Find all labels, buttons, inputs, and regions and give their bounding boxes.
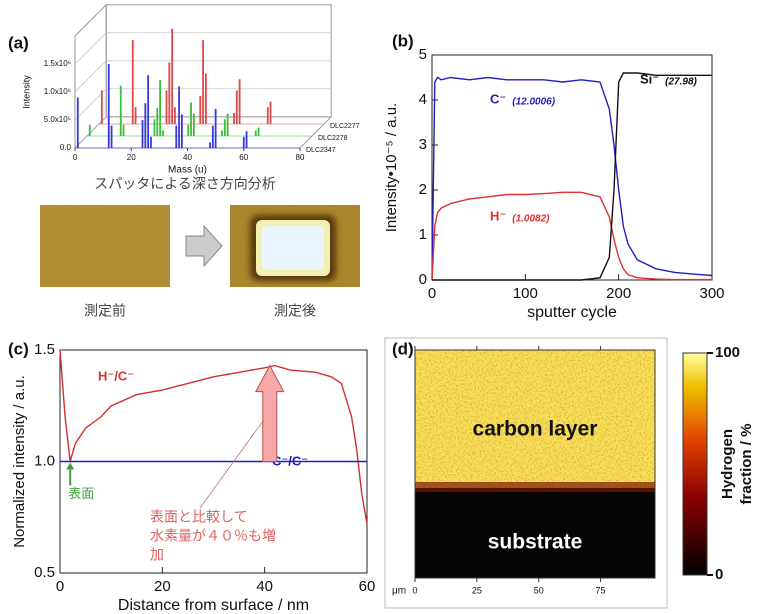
y-tick-label: 0.0: [60, 143, 72, 152]
y-axis-label: Intensity: [21, 75, 31, 109]
x-axis-label: Mass (u): [168, 165, 207, 176]
series-note: (1.0082): [512, 214, 550, 225]
rise-arrow: [254, 364, 285, 462]
y-tick-label: 1: [419, 226, 427, 243]
map-frame: [414, 349, 656, 579]
caption: スパッタによる深さ方向分析: [94, 176, 276, 192]
colorbar: [682, 352, 708, 576]
x-axis-label: sputter cycle: [527, 304, 617, 321]
x-axis-label: Distance from surface / nm: [118, 597, 309, 614]
leader-line: [199, 419, 265, 509]
series-note: (27.98): [665, 77, 697, 88]
y-tick-label: 4: [419, 91, 427, 108]
grid-line: [74, 116, 332, 149]
y-axis-label: Intensity•10⁻⁵ / a.u.: [383, 103, 400, 232]
panel-label: (a): [8, 33, 29, 52]
panel-label: (c): [8, 339, 29, 358]
y-tick-label: 3: [419, 136, 427, 153]
panel-label: (b): [392, 31, 414, 50]
y-tick-label: 2: [419, 181, 427, 198]
y-axis-label: Normalized intensity / a.u.: [11, 375, 28, 548]
legend-label: DLC2278: [318, 135, 348, 142]
annotation: 加: [150, 547, 164, 563]
x-tick-label: 60: [239, 153, 248, 162]
series-label: C⁻: [490, 91, 506, 106]
image-label: 測定前: [84, 303, 126, 319]
region-label: carbon layer: [473, 418, 598, 441]
x-tick-label: 75: [596, 585, 606, 595]
substrate-region: [415, 488, 655, 578]
photo-after: [230, 205, 360, 287]
x-axis-label: μm: [392, 586, 406, 597]
series-line: [431, 76, 713, 281]
series-label: Si⁻: [640, 71, 659, 86]
colorbar-tick-label: 0: [715, 566, 723, 583]
interface: [415, 482, 655, 492]
x-tick-label: 25: [472, 585, 482, 595]
x-tick-label: 60: [359, 578, 376, 595]
photo-before: [40, 205, 170, 287]
region-label: substrate: [488, 531, 583, 554]
y-tick-label: 1.5: [34, 341, 55, 358]
y-tick-label: 1.0x10⁶: [44, 87, 71, 96]
x-tick-label: 50: [534, 585, 544, 595]
y-tick-label: 0.5: [34, 564, 55, 581]
annotation: 表面と比較して: [150, 509, 248, 525]
x-tick-label: 100: [513, 285, 538, 302]
x-tick-label: 20: [127, 153, 136, 162]
x-tick-label: 0: [412, 585, 417, 595]
series-label: H⁻: [490, 208, 506, 223]
series-note: (12.0006): [512, 97, 555, 108]
grid-line: [74, 88, 332, 121]
colorbar-label: fraction / %: [738, 424, 755, 505]
carbon-noise: [415, 350, 655, 488]
grid-line: [74, 32, 332, 65]
image-label: 測定後: [274, 303, 316, 319]
x-tick-label: 200: [606, 285, 631, 302]
panel-frame: [384, 337, 668, 609]
annotation: 表面: [68, 486, 94, 501]
series-line: [59, 349, 368, 525]
legend-label: DLC2347: [306, 147, 336, 154]
x-tick-label: 0: [428, 285, 436, 302]
y-tick-label: 1.5x10⁶: [44, 59, 71, 68]
x-tick-label: 0: [56, 578, 64, 595]
y-tick-label: 1.0: [34, 452, 55, 469]
y-tick-label: 0: [419, 271, 427, 288]
x-tick-label: 0: [73, 153, 78, 162]
y-tick-label: 5: [419, 46, 427, 63]
plot-frame: [431, 54, 713, 281]
x-tick-label: 20: [154, 578, 171, 595]
y-tick-label: 5.0x10⁵: [44, 115, 71, 124]
colorbar-label: Hydrogen: [719, 429, 736, 499]
x-tick-label: 80: [296, 153, 305, 162]
legend-label: DLC2277: [330, 123, 360, 130]
arrow: [185, 224, 223, 268]
annotation-arrowhead: [66, 462, 75, 470]
x-tick-label: 40: [256, 578, 273, 595]
series-label: C⁻/C⁻: [272, 453, 308, 468]
series-label: H⁻/C⁻: [98, 368, 134, 383]
x-tick-label: 300: [699, 285, 724, 302]
series-line: [432, 72, 712, 281]
grid-line: [74, 60, 332, 93]
series-line: [431, 191, 712, 281]
x-tick-label: 40: [183, 153, 192, 162]
annotation: 水素量が４０％も増: [150, 528, 276, 544]
panel-label: (d): [392, 339, 414, 358]
colorbar-tick-label: 100: [715, 344, 740, 361]
